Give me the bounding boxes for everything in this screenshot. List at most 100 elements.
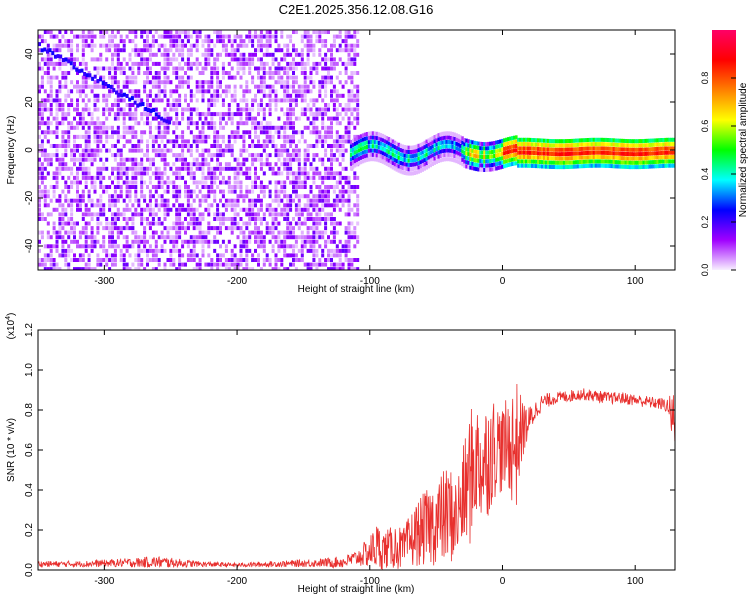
spectrogram-cell (224, 203, 228, 208)
spectrogram-cell (105, 185, 109, 189)
spectrogram-cell (204, 235, 208, 240)
spectrogram-cell (140, 134, 144, 139)
spectrogram-cell (239, 166, 243, 171)
spectrogram-cell (108, 194, 112, 199)
spectrogram-cell (140, 139, 144, 144)
spectrogram-cell (178, 194, 182, 199)
spectrogram-cell (236, 175, 240, 180)
spectrogram-cell (552, 152, 556, 157)
spectrogram-cell (160, 194, 164, 199)
spectrogram-cell (224, 84, 228, 89)
spectrogram-cell (162, 118, 166, 123)
spectrogram-cell (52, 185, 56, 189)
spectrogram-cell (415, 170, 419, 175)
spectrogram-cell (399, 148, 403, 152)
spectrogram-cell (274, 80, 278, 85)
spectrogram-cell (327, 125, 330, 130)
spectrogram-cell (280, 98, 284, 103)
spectrogram-cell (350, 71, 354, 75)
spectrogram-cell (137, 66, 141, 71)
spectrogram-cell (411, 167, 415, 172)
spectrogram-cell (356, 52, 360, 57)
spectrogram-cell (274, 162, 278, 167)
spectrogram-cell (239, 121, 243, 126)
spectrogram-cell (163, 226, 167, 231)
spectrogram-cell (134, 112, 138, 117)
spectrogram-cell (113, 258, 117, 262)
spectrogram-cell (227, 52, 231, 57)
spectrogram-cell (195, 98, 199, 103)
spectrogram-cell (632, 165, 635, 170)
spectrogram-cell (70, 248, 74, 253)
spectrogram-cell (198, 130, 202, 135)
spectrogram-cell (277, 248, 281, 253)
spectrogram-cell (169, 39, 173, 44)
spectrogram-cell (537, 138, 540, 143)
spectrogram-cell (375, 144, 379, 149)
spectrogram-cell (594, 155, 598, 159)
spectrogram-cell (529, 146, 532, 151)
spectrogram-cell (277, 43, 281, 48)
spectrogram-cell (108, 221, 112, 226)
spectrogram-cell (40, 130, 44, 135)
spectrogram-cell (181, 57, 185, 62)
spectrogram-cell (268, 75, 272, 80)
spectrogram-cell (81, 171, 85, 176)
spectrogram-cell (213, 139, 217, 144)
spectrogram-cell (251, 212, 255, 217)
spectrogram-cell (81, 253, 85, 258)
spectrogram-cell (523, 142, 526, 147)
spectrogram-cell (221, 180, 225, 185)
spectrogram-cell (292, 30, 295, 34)
spectrogram-cell (102, 107, 106, 112)
spectrogram-cell (283, 121, 287, 126)
spectrogram-cell (251, 39, 255, 44)
spectrogram-cell (76, 194, 79, 199)
spectrogram-cell (493, 158, 496, 163)
spectrogram-cell (143, 112, 147, 117)
spectrogram-cell (113, 112, 117, 117)
spectrogram-cell (189, 89, 193, 94)
spectrogram-cell (558, 152, 562, 157)
spectrogram-cell (84, 80, 88, 85)
spectrogram-cell (306, 203, 310, 208)
spectrogram-cell (574, 143, 578, 147)
spectrogram-cell (96, 217, 100, 221)
spectrogram-cell (447, 152, 450, 157)
spectrogram-cell (78, 89, 82, 94)
spectrogram-cell (493, 154, 496, 158)
spectrogram-cell (192, 139, 196, 144)
spectrogram-cell (181, 166, 185, 171)
spectrogram-cell (81, 84, 85, 89)
spectrogram-cell (242, 43, 246, 48)
spectrogram-cell (262, 93, 266, 98)
spectrogram-cell (73, 239, 76, 244)
spectrogram-cell (306, 34, 310, 39)
spectrogram-cell (268, 125, 272, 130)
spectrogram-cell (192, 217, 196, 221)
spectrogram-cell (419, 164, 422, 169)
spectrogram-cell (292, 61, 295, 66)
spectrogram-cell (76, 207, 79, 212)
spectrogram-cell (163, 130, 167, 135)
spectrogram-cell (303, 107, 307, 112)
spectrogram-cell (137, 48, 141, 53)
spectrogram-cell (166, 116, 170, 121)
spectrogram-cell (122, 267, 126, 270)
spectrogram-cell (254, 93, 257, 98)
spectrogram-cell (321, 189, 325, 194)
spectrogram-cell (294, 244, 298, 249)
spectrogram-cell (125, 61, 129, 66)
spectrogram-cell (318, 230, 322, 235)
spectrogram-cell (356, 258, 360, 262)
spectrogram-cell (283, 230, 287, 235)
spectrogram-cell (513, 144, 516, 149)
spectrogram-cell (505, 163, 508, 168)
spectrogram-cell (113, 221, 117, 226)
spectrogram-cell (49, 157, 53, 162)
spectrogram-cell (90, 34, 94, 39)
spectrogram-cell (207, 125, 211, 130)
spectrogram-cell (119, 166, 123, 171)
spectrogram-cell (131, 130, 135, 135)
spectrogram-cell (116, 148, 120, 153)
